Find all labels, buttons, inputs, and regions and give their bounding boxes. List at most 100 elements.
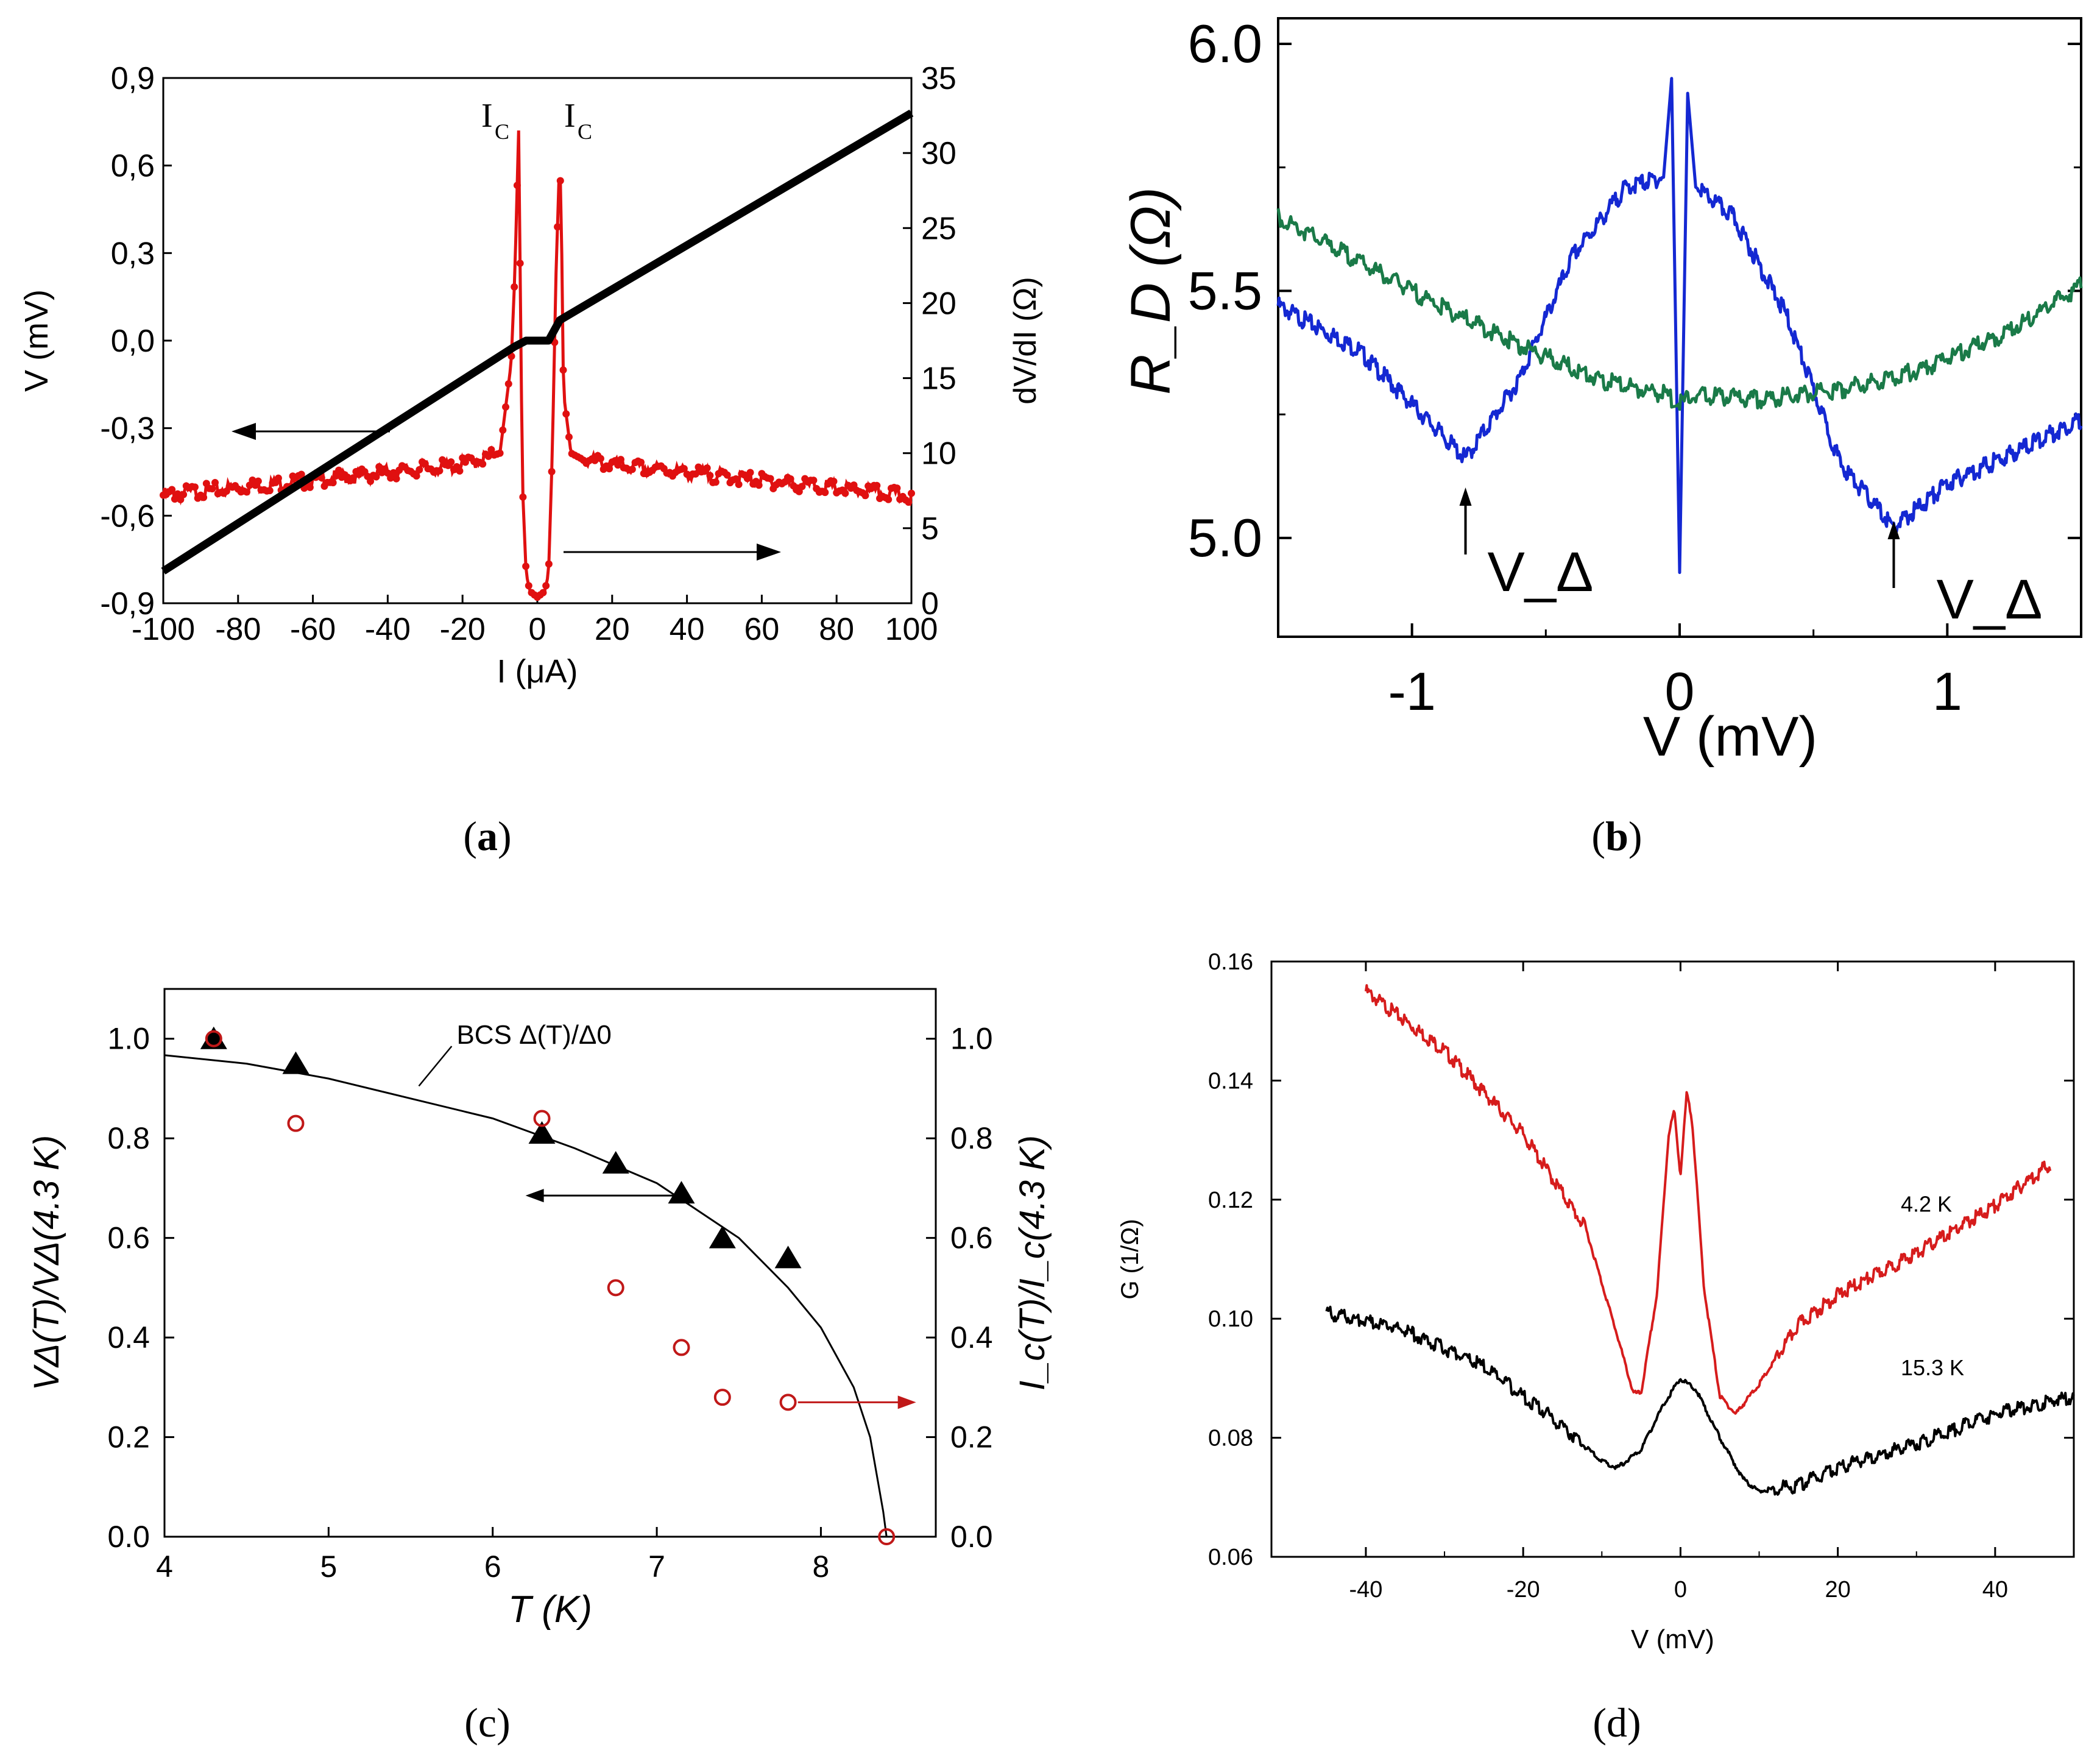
dvdi-point [375,463,383,471]
dvdi-point [861,492,869,500]
dvdi-point [548,468,556,476]
label-15-3K: 15.3 K [1901,1355,1964,1380]
x-tick-label: 7 [648,1550,665,1584]
x-tick-label: 60 [744,612,779,647]
dvdi-point [519,493,527,501]
x-tick-label: 6 [484,1550,501,1584]
dvdi-point [556,177,564,185]
dvdi-point [168,486,176,494]
y-left-tick-label: -0,6 [100,498,155,534]
dvdi-point [885,495,893,503]
dvdi-point [525,582,532,590]
dvdi-point [332,472,340,480]
dvdi-point [562,410,570,418]
y-left-tick-label: -0,9 [100,586,155,622]
circle-point [878,1528,896,1545]
plot-frame [163,988,937,1538]
arrow-right-head [757,544,781,561]
y-left-tick-label: 0.0 [107,1520,150,1554]
dvdi-point [539,589,547,597]
panel-label-d: (d) [1593,1699,1641,1746]
dvdi-point [743,475,751,483]
circle-point [205,1030,222,1047]
y-right-axis-label: dV/dI (Ω) [1008,277,1043,404]
panel-label-c: (c) [464,1699,510,1746]
dvdi-point [821,489,829,497]
y-axis-label: R_D (Ω) [1120,187,1182,395]
panel-b: -1 0 1 5.0 5.5 6.0 V (mV) R_D (Ω) V_Δ V_Δ (b) [1120,13,2083,859]
x-tick-label: -1 [1388,661,1436,721]
label-4-2K: 4.2 K [1901,1191,1952,1216]
vdelta-label: V_Δ [1936,569,2042,631]
y-left-tick-label: 0.4 [107,1320,150,1355]
circle-point [533,1110,551,1127]
vdelta-label: V_Δ [1488,541,1594,603]
vdelta-arrow-head [1459,487,1472,506]
panel-label-b: (b) [1591,813,1642,859]
x-tick-label: 20 [595,612,630,647]
x-tick-label: -40 [1349,1577,1382,1603]
y-left-axis-label: VΔ(T)/VΔ(4.3 K) [27,1135,66,1390]
dvdi-point [810,476,818,484]
x-tick-label: -80 [215,612,261,647]
series-153K-line [1325,1305,2075,1496]
dvdi-point [242,488,250,496]
y-left-tick-label: 0,3 [111,236,155,271]
dvdi-point [798,483,806,491]
dvdi-point [542,582,550,590]
triangle-point [602,1151,629,1174]
dvdi-point [415,466,423,473]
x-axis-label: V (mV) [1643,706,1817,768]
dvdi-point [317,474,325,482]
dvdi-point [254,477,262,485]
dvdi-point [436,467,444,475]
dvdi-point [180,491,188,498]
bcs-curve [164,1054,888,1537]
dvdi-point [511,283,518,291]
dvdi-point [412,472,420,480]
dvdi-point [306,483,314,491]
bcs-curve-label: BCS Δ(T)/Δ0 [456,1020,611,1050]
triangle-point [528,1121,556,1144]
bcs-leader-line [418,1046,453,1087]
y-left-tick-label: 0,9 [111,61,155,96]
dvdi-point [614,461,622,469]
y-left-tick-label: 0,0 [111,324,155,359]
dvdi-point [617,456,624,464]
dvdi-point [349,474,357,482]
dvdi-point [893,484,901,492]
dvdi-point [456,467,464,475]
y-right-tick-label: 0.0 [950,1520,993,1554]
dvdi-point [274,474,282,482]
y-tick-label: 5.5 [1188,260,1262,321]
x-tick-label: -40 [365,612,411,647]
y-right-tick-label: 0.6 [950,1221,993,1255]
dvdi-point [732,475,740,483]
y-right-tick-label: 5 [921,511,939,547]
dvdi-point [513,182,521,190]
y-left-tick-label: 0.6 [107,1221,150,1255]
series-green-line [1276,208,2083,411]
vdelta-arrow-head [1887,521,1900,539]
x-tick-label: -20 [1507,1577,1540,1603]
y-tick-label: 0.08 [1208,1426,1253,1451]
x-tick-label: 100 [885,612,938,647]
y-left-tick-label: -0,3 [100,411,155,447]
series-blue-line [1276,77,2083,575]
triangle-point [668,1181,695,1204]
ic-right-subscript: C [578,119,592,144]
dvdi-point [516,260,524,267]
arrow-right-head [897,1395,916,1409]
y-left-tick-label: 0.2 [107,1420,150,1454]
x-tick-label: 8 [813,1550,830,1584]
dvdi-point [487,445,495,453]
dvdi-point [628,466,636,473]
dvdi-point [389,469,397,476]
series-dvdi-line [161,130,913,600]
dvdi-point [208,485,216,493]
dvdi-point [554,223,562,231]
y-tick-label: 5.0 [1188,508,1262,568]
y-tick-label: 0.10 [1208,1306,1253,1332]
dvdi-point [504,380,512,388]
y-tick-label: 0.14 [1208,1068,1253,1094]
